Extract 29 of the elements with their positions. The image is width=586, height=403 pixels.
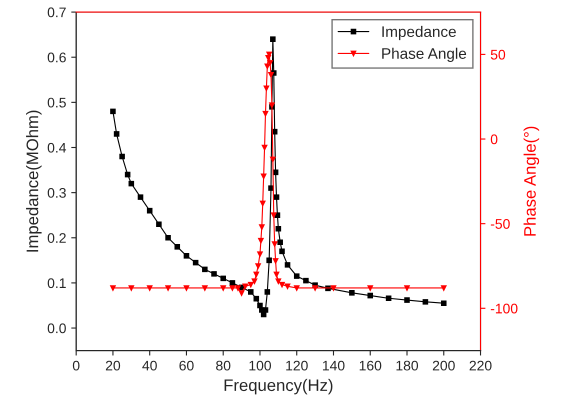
x-tick-label: 120 <box>286 360 308 371</box>
x-tick-label: 40 <box>142 360 157 371</box>
y-tick-label: 0.5 <box>48 98 66 108</box>
y-tick-label: 0.4 <box>48 142 66 153</box>
x-tick-label: 80 <box>216 360 230 371</box>
x-tick-label: 60 <box>179 360 194 371</box>
y2-tick-label: 0 <box>490 134 498 144</box>
y-tick-label: 0.3 <box>48 188 66 198</box>
y-tick-label: 0.2 <box>48 233 66 243</box>
y-tick-label: 0.1 <box>48 278 66 288</box>
x-tick-label: 180 <box>396 360 418 371</box>
x-tick-label: 20 <box>106 360 120 371</box>
legend-label: Phase Angle <box>382 48 466 62</box>
x-tick-label: 200 <box>432 360 455 371</box>
x-tick-label: 100 <box>249 360 272 371</box>
x-tick-label: 160 <box>360 360 382 371</box>
y-tick-label: 0.7 <box>48 7 66 18</box>
x-axis-title: Frequency(Hz) <box>224 378 332 394</box>
y-tick-label: 0.0 <box>48 323 66 334</box>
y-axis-title: Impedance(MOhm) <box>26 110 42 252</box>
legend-label: Impedance <box>382 26 456 40</box>
x-tick-label: 140 <box>322 360 345 371</box>
y2-axis-title: Phase Angle(°) <box>524 126 540 236</box>
x-tick-label: 220 <box>470 360 492 371</box>
x-tick-label: 0 <box>72 360 80 371</box>
y2-tick-label: 50 <box>490 50 506 60</box>
y2-tick-label: -100 <box>490 304 518 314</box>
y2-tick-label: -50 <box>490 219 510 229</box>
y-tick-label: 0.6 <box>48 52 66 62</box>
